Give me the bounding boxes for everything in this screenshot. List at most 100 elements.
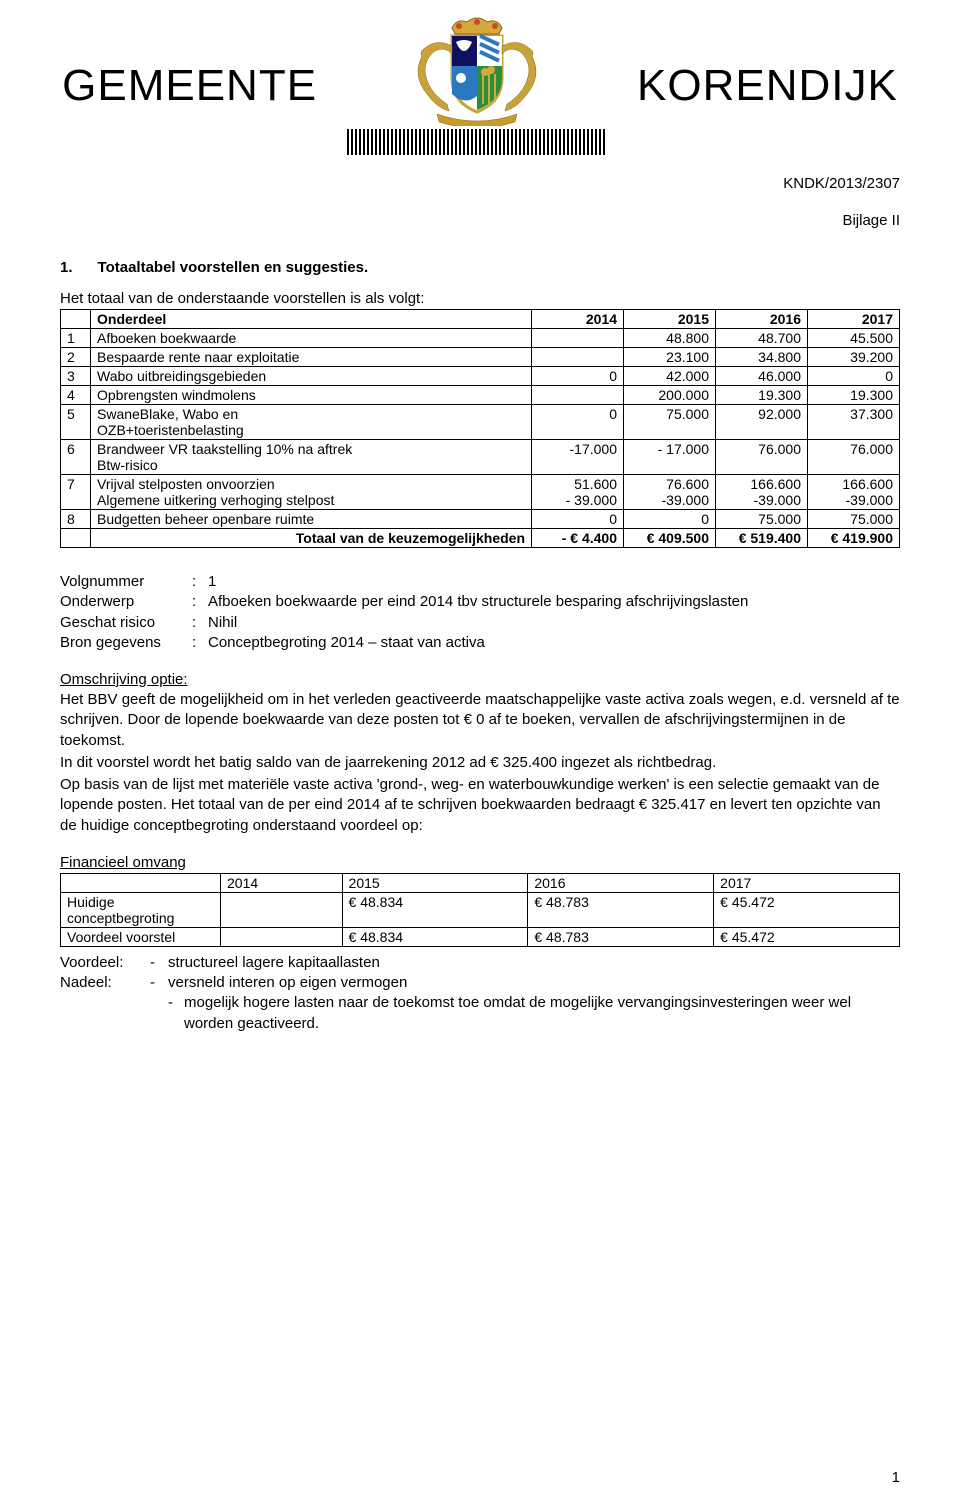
row-value: [532, 348, 624, 367]
nadeel-row-1: Nadeel: - versneld interen op eigen verm…: [60, 973, 900, 993]
col-2017: 2017: [808, 310, 900, 329]
fin-row-value: € 48.834: [342, 927, 528, 946]
row-desc: Afboeken boekwaarde: [91, 329, 532, 348]
row-value: 34.800: [716, 348, 808, 367]
row-index: 1: [61, 329, 91, 348]
row-value: 23.100: [624, 348, 716, 367]
totals-label: Totaal van de keuzemogelijkheden: [91, 529, 532, 548]
optie-paragraph: In dit voorstel wordt het batig saldo va…: [60, 753, 900, 773]
table-row: 8Budgetten beheer openbare ruimte0075.00…: [61, 510, 900, 529]
fin-row: Huidige conceptbegroting € 48.834€ 48.783…: [61, 892, 900, 927]
voordeel-row: Voordeel: - structureel lagere kapitaall…: [60, 953, 900, 973]
row-value: [532, 329, 624, 348]
table-row: 7Vrijval stelposten onvoorzien Algemene …: [61, 475, 900, 510]
row-value: 166.600 -39.000: [808, 475, 900, 510]
fin-header-row: 2014 2015 2016 2017: [61, 873, 900, 892]
intro-line: Het totaal van de onderstaande voorstell…: [60, 290, 900, 307]
col-2015: 2015: [624, 310, 716, 329]
nadeel-row-2: - mogelijk hogere lasten naar de toekoms…: [168, 993, 900, 1034]
fin-table: 2014 2015 2016 2017 Huidige conceptbegro…: [60, 873, 900, 947]
row-desc: Wabo uitbreidingsgebieden: [91, 367, 532, 386]
table-row: 1Afboeken boekwaarde 48.80048.70045.500: [61, 329, 900, 348]
totals-2016: € 519.400: [716, 529, 808, 548]
row-value: 166.600 -39.000: [716, 475, 808, 510]
row-value: 51.600 - 39.000: [532, 475, 624, 510]
row-value: 48.800: [624, 329, 716, 348]
row-value: 42.000: [624, 367, 716, 386]
coat-of-arms-icon: [407, 16, 547, 126]
document-reference: KNDK/2013/2307: [60, 175, 900, 192]
fin-row-value: € 45.472: [714, 892, 900, 927]
letterhead-left: GEMEENTE: [62, 61, 317, 111]
barcode-icon: [347, 129, 607, 155]
fin-row-value: [221, 927, 343, 946]
row-value: 76.000: [716, 440, 808, 475]
row-index: 8: [61, 510, 91, 529]
fin-row-value: € 48.834: [342, 892, 528, 927]
row-value: - 17.000: [624, 440, 716, 475]
row-value: 75.000: [808, 510, 900, 529]
bijlage-label: Bijlage II: [60, 212, 900, 229]
optie-heading: Omschrijving optie:: [60, 671, 900, 688]
fin-row-label: Voordeel voorstel: [61, 927, 221, 946]
row-desc: Budgetten beheer openbare ruimte: [91, 510, 532, 529]
table-row: 4Opbrengsten windmolens200.00019.30019.3…: [61, 386, 900, 405]
row-value: 46.000: [716, 367, 808, 386]
fin-heading: Financieel omvang: [60, 854, 900, 871]
row-desc: Opbrengsten windmolens: [91, 386, 532, 405]
row-index: 2: [61, 348, 91, 367]
row-index: 3: [61, 367, 91, 386]
fin-row-label: Huidige conceptbegroting: [61, 892, 221, 927]
row-value: 39.200: [808, 348, 900, 367]
row-value: 0: [532, 405, 624, 440]
row-value: 48.700: [716, 329, 808, 348]
letterhead: GEMEENTE: [60, 16, 900, 155]
main-table: Onderdeel 2014 2015 2016 2017 1Afboeken …: [60, 309, 900, 548]
optie-paragraph: Het BBV geeft de mogelijkheid om in het …: [60, 690, 900, 751]
row-value: 75.000: [624, 405, 716, 440]
crest: [347, 16, 607, 155]
page-number: 1: [892, 1469, 900, 1486]
meta-block: Volgnummer : 1 Onderwerp : Afboeken boek…: [60, 572, 900, 653]
row-value: 0: [624, 510, 716, 529]
totals-2015: € 409.500: [624, 529, 716, 548]
row-value: 19.300: [808, 386, 900, 405]
main-table-header-row: Onderdeel 2014 2015 2016 2017: [61, 310, 900, 329]
table-row: 2Bespaarde rente naar exploitatie23.1003…: [61, 348, 900, 367]
row-value: 75.000: [716, 510, 808, 529]
row-value: 92.000: [716, 405, 808, 440]
row-desc: Bespaarde rente naar exploitatie: [91, 348, 532, 367]
meta-onderwerp: Onderwerp : Afboeken boekwaarde per eind…: [60, 592, 900, 612]
row-value: 0: [532, 367, 624, 386]
row-index: 5: [61, 405, 91, 440]
optie-text: Het BBV geeft de mogelijkheid om in het …: [60, 690, 900, 836]
totals-2014: - € 4.400: [532, 529, 624, 548]
table-row: 6Brandweer VR taakstelling 10% na aftrek…: [61, 440, 900, 475]
section-number: 1.: [60, 259, 73, 276]
row-desc: Vrijval stelposten onvoorzien Algemene u…: [91, 475, 532, 510]
row-value: [532, 386, 624, 405]
row-index: 7: [61, 475, 91, 510]
row-value: 19.300: [716, 386, 808, 405]
totals-row: Totaal van de keuzemogelijkheden - € 4.4…: [61, 529, 900, 548]
col-2016: 2016: [716, 310, 808, 329]
table-row: 5SwaneBlake, Wabo en OZB+toeristenbelast…: [61, 405, 900, 440]
col-idx: [61, 310, 91, 329]
row-value: 76.000: [808, 440, 900, 475]
fin-row-value: € 48.783: [528, 892, 714, 927]
section-title: 1. Totaaltabel voorstellen en suggesties…: [60, 259, 900, 276]
col-onderdeel: Onderdeel: [91, 310, 532, 329]
voordeel-nadeel-block: Voordeel: - structureel lagere kapitaall…: [60, 953, 900, 1034]
row-value: -17.000: [532, 440, 624, 475]
col-2014: 2014: [532, 310, 624, 329]
row-value: 0: [808, 367, 900, 386]
optie-paragraph: Op basis van de lijst met materiële vast…: [60, 775, 900, 836]
row-value: 200.000: [624, 386, 716, 405]
row-value: 37.300: [808, 405, 900, 440]
totals-2017: € 419.900: [808, 529, 900, 548]
row-value: 45.500: [808, 329, 900, 348]
row-value: 0: [532, 510, 624, 529]
row-desc: SwaneBlake, Wabo en OZB+toeristenbelasti…: [91, 405, 532, 440]
fin-row-value: € 48.783: [528, 927, 714, 946]
row-index: 4: [61, 386, 91, 405]
